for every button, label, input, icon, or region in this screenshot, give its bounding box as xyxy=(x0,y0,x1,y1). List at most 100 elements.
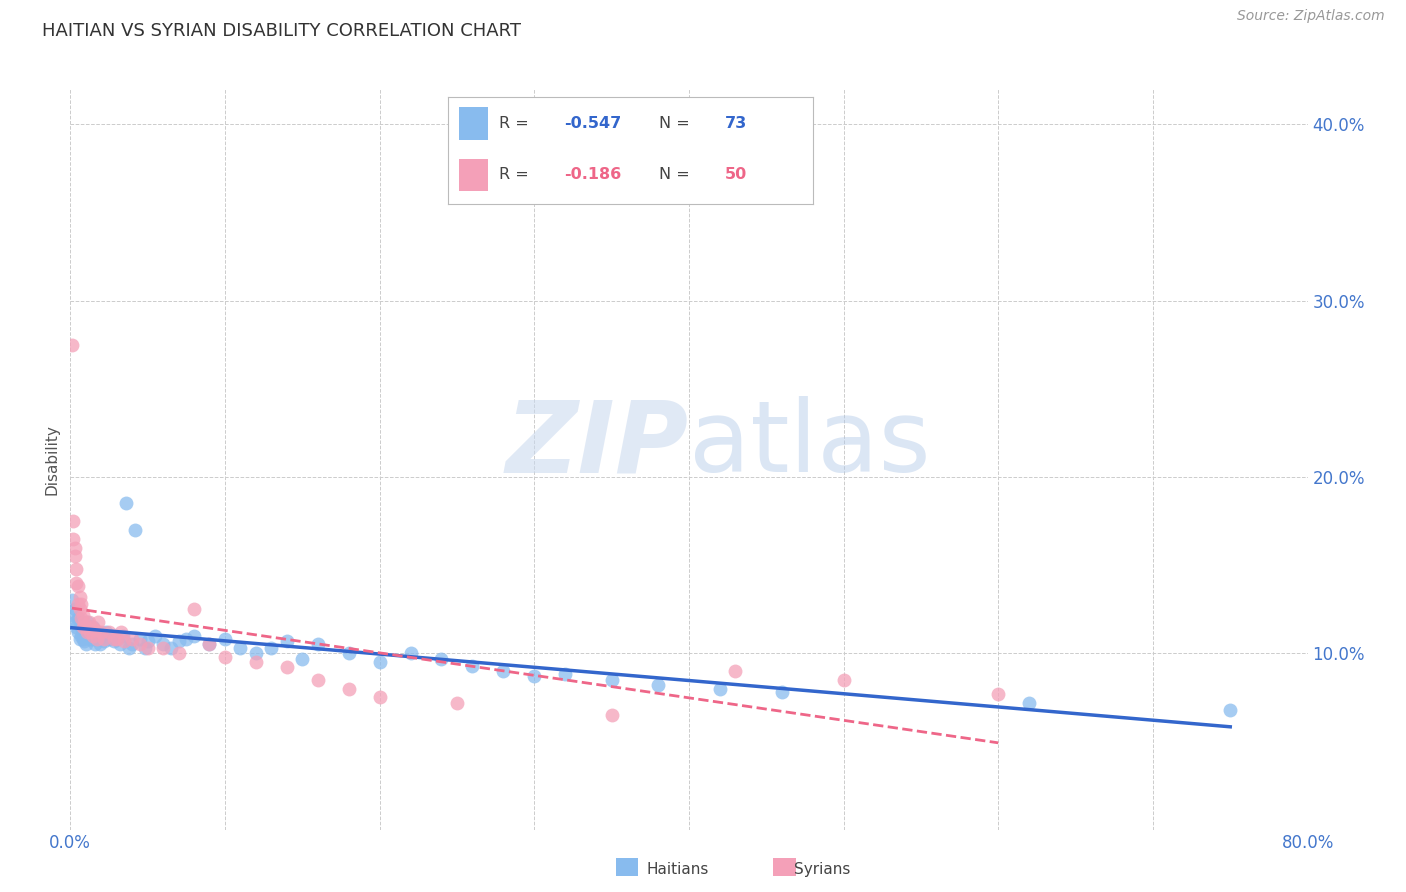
Point xyxy=(79,625,101,640)
Point xyxy=(129,632,152,647)
Point xyxy=(65,575,87,590)
Point xyxy=(60,593,83,607)
Point xyxy=(105,632,128,647)
Point xyxy=(430,651,453,665)
Point xyxy=(492,664,515,678)
Point xyxy=(70,620,93,634)
Point xyxy=(554,667,576,681)
Point xyxy=(69,632,91,647)
Point xyxy=(115,496,138,510)
Point xyxy=(69,602,91,616)
Point xyxy=(245,655,267,669)
Point xyxy=(70,597,93,611)
Point xyxy=(72,625,94,640)
Point xyxy=(174,632,197,647)
Point xyxy=(72,620,94,634)
Text: Source: ZipAtlas.com: Source: ZipAtlas.com xyxy=(1237,9,1385,23)
Point xyxy=(307,637,329,651)
Text: ZIP: ZIP xyxy=(506,396,689,493)
Point xyxy=(987,687,1010,701)
Point xyxy=(198,637,221,651)
Point xyxy=(77,615,100,629)
Point xyxy=(129,637,152,651)
Bar xyxy=(616,858,638,876)
Point xyxy=(70,629,93,643)
Point xyxy=(63,602,86,616)
Point xyxy=(709,681,731,696)
Point xyxy=(63,549,86,564)
Text: HAITIAN VS SYRIAN DISABILITY CORRELATION CHART: HAITIAN VS SYRIAN DISABILITY CORRELATION… xyxy=(42,22,522,40)
Point xyxy=(446,696,468,710)
Point xyxy=(276,660,298,674)
Point xyxy=(134,640,156,655)
Point xyxy=(523,669,546,683)
Point xyxy=(98,625,120,640)
Point xyxy=(103,634,125,648)
Point xyxy=(79,632,101,647)
Point xyxy=(87,632,110,647)
Point xyxy=(152,637,174,651)
Point xyxy=(183,602,205,616)
Point xyxy=(73,615,96,629)
Point xyxy=(86,632,108,647)
Point xyxy=(245,646,267,660)
Point xyxy=(82,629,105,643)
Point xyxy=(101,629,124,643)
Y-axis label: Disability: Disability xyxy=(44,424,59,495)
Point xyxy=(832,673,855,687)
Point xyxy=(307,673,329,687)
Point xyxy=(75,620,97,634)
Point xyxy=(121,632,143,647)
Point xyxy=(198,637,221,651)
Point xyxy=(214,632,236,647)
Point xyxy=(77,629,100,643)
Point xyxy=(62,514,84,528)
Point xyxy=(73,634,96,648)
Point xyxy=(89,637,111,651)
Point xyxy=(84,637,107,651)
Point xyxy=(62,532,84,546)
Point xyxy=(1219,703,1241,717)
Point xyxy=(67,625,90,640)
Point xyxy=(600,708,623,723)
Point xyxy=(76,625,98,640)
Bar xyxy=(773,858,796,876)
Point xyxy=(69,615,91,629)
Point xyxy=(93,634,115,648)
Point xyxy=(105,632,128,647)
Point xyxy=(87,615,110,629)
Point xyxy=(276,634,298,648)
Text: Syrians: Syrians xyxy=(794,863,851,877)
Point xyxy=(108,637,131,651)
Point xyxy=(152,640,174,655)
Point xyxy=(86,629,108,643)
Point xyxy=(368,690,391,705)
Point xyxy=(118,640,141,655)
Point xyxy=(76,615,98,629)
Point xyxy=(124,523,146,537)
Point xyxy=(84,624,107,638)
Point xyxy=(399,646,422,660)
Point xyxy=(167,634,190,648)
Point xyxy=(70,611,93,625)
Point xyxy=(67,611,90,625)
Point xyxy=(82,632,105,647)
Point xyxy=(167,646,190,660)
Text: atlas: atlas xyxy=(689,396,931,493)
Point xyxy=(103,632,125,647)
Point xyxy=(337,681,360,696)
Point xyxy=(260,640,283,655)
Point xyxy=(136,634,159,648)
Point xyxy=(72,632,94,647)
Point xyxy=(1018,696,1040,710)
Point xyxy=(461,658,484,673)
Point xyxy=(214,649,236,664)
Point xyxy=(67,597,90,611)
Point xyxy=(80,620,103,634)
Point xyxy=(368,655,391,669)
Point xyxy=(67,579,90,593)
Point xyxy=(75,625,97,640)
Point xyxy=(600,673,623,687)
Point xyxy=(69,590,91,604)
Point xyxy=(647,678,669,692)
